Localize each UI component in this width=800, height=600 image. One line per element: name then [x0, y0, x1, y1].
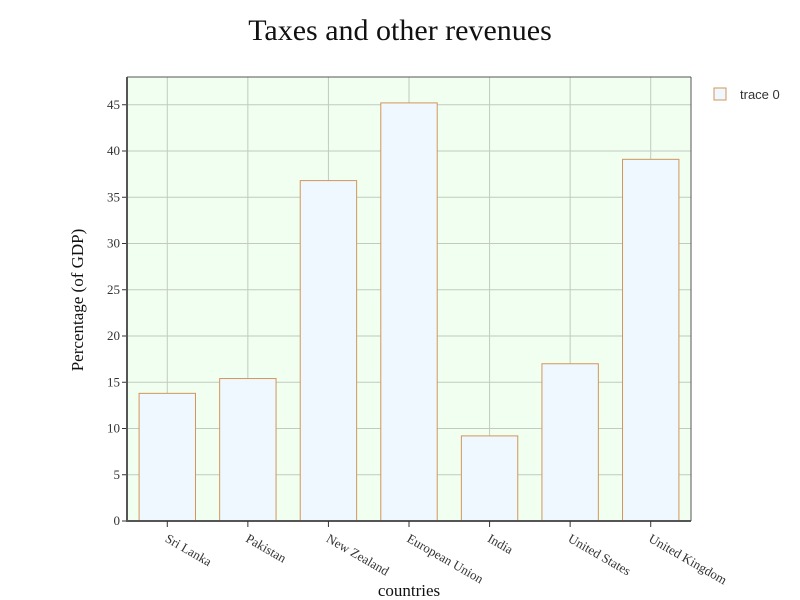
y-tick-label: 30 [107, 236, 120, 251]
x-tick-label: India [485, 531, 516, 557]
axes [122, 76, 692, 527]
legend-swatch[interactable] [713, 87, 727, 101]
y-axis-title: Percentage (of GDP) [68, 229, 87, 372]
bar[interactable] [541, 363, 599, 522]
bar[interactable] [380, 102, 438, 522]
bar[interactable] [299, 180, 358, 522]
x-tick-label: United Kingdom [646, 531, 729, 588]
x-tick-label: Pakistan [243, 531, 289, 566]
x-tick-label: European Union [405, 531, 487, 587]
y-tick-label: 45 [107, 97, 120, 112]
bar[interactable] [219, 378, 277, 522]
x-tick-labels: Sri Lanka Pakistan New Zealand European Uni… [163, 531, 730, 588]
bar[interactable] [622, 158, 680, 522]
y-tick-label: 40 [107, 143, 120, 158]
y-tick-label: 15 [107, 374, 120, 389]
y-tick-label: 35 [107, 189, 120, 204]
x-axis-title: countries [378, 581, 440, 600]
x-tick-label: New Zealand [324, 531, 392, 579]
x-tick-label: United States [566, 531, 634, 579]
y-tick-label: 25 [107, 282, 120, 297]
y-tick-label: 0 [114, 513, 121, 528]
y-tick-label: 5 [114, 467, 121, 482]
legend-label[interactable]: trace 0 [740, 87, 780, 102]
y-tick-labels: 0 5 10 15 20 25 30 35 40 45 [107, 97, 120, 528]
chart-title: Taxes and other revenues [248, 14, 552, 47]
bars [138, 102, 680, 522]
x-tick-label: Sri Lanka [163, 531, 215, 570]
legend[interactable]: trace 0 [713, 87, 780, 102]
bar[interactable] [138, 392, 196, 522]
y-tick-label: 20 [107, 328, 120, 343]
y-tick-label: 10 [107, 421, 120, 436]
bar[interactable] [460, 435, 519, 522]
